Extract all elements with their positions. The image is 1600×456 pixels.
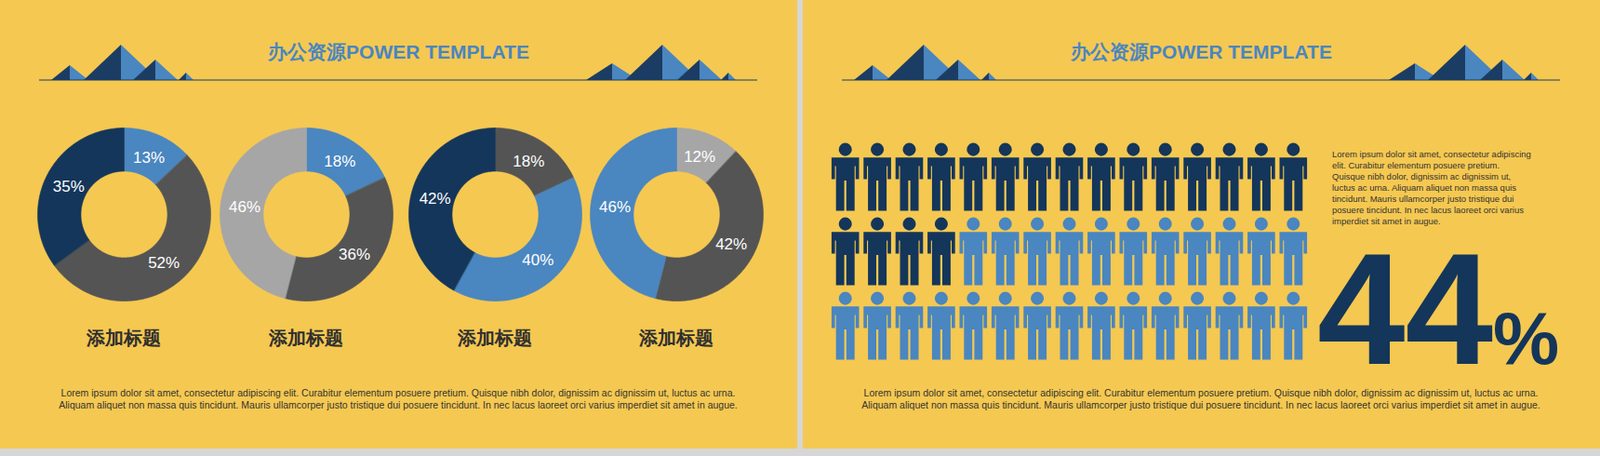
- html-text:添加标题: 添加标题: [639, 327, 714, 348]
- svg-text:46%: 46%: [599, 198, 631, 216]
- html-text:办公资源POWER TEMPLATE: 办公资源POWER TEMPLATE: [268, 40, 530, 63]
- html-text:添加标题: 添加标题: [457, 327, 533, 348]
- html-text:44: 44: [1317, 220, 1494, 398]
- svg-text:35%: 35%: [53, 177, 85, 196]
- svg-text:42%: 42%: [715, 235, 747, 254]
- svg-text:40%: 40%: [521, 251, 554, 269]
- svg-text:13%: 13%: [133, 147, 165, 166]
- svg-text:18%: 18%: [512, 152, 545, 171]
- html-text:添加标题: 添加标题: [268, 327, 344, 348]
- html-text:办公资源POWER TEMPLATE: 办公资源POWER TEMPLATE: [1070, 40, 1332, 63]
- svg-text:18%: 18%: [323, 152, 356, 171]
- svg-text:46%: 46%: [228, 198, 261, 216]
- html-text:Lorem ipsum dolor sit amet, co: Lorem ipsum dolor sit amet, consectetur …: [861, 386, 1541, 411]
- svg-text:42%: 42%: [419, 189, 452, 208]
- html-text:Lorem ipsum dolor sit amet, co: Lorem ipsum dolor sit amet, consectetur …: [58, 386, 738, 411]
- svg-text:36%: 36%: [338, 245, 371, 264]
- html-text:Lorem ipsum dolor sit amet, co: Lorem ipsum dolor sit amet, consectetur …: [1332, 148, 1532, 227]
- html-text:添加标题: 添加标题: [86, 327, 161, 348]
- svg-text:12%: 12%: [683, 147, 716, 166]
- svg-text:52%: 52%: [147, 253, 180, 272]
